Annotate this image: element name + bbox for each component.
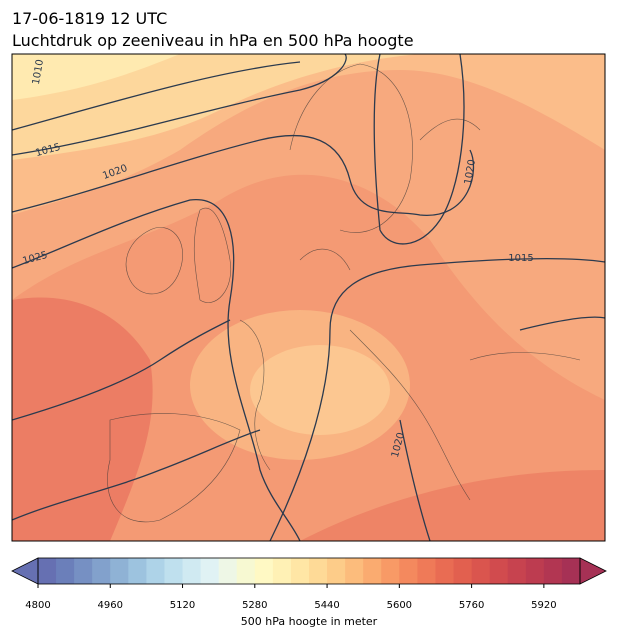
colorbar: 4800 4960 5120 5280 5440 5600 5760 5920: [11, 557, 607, 611]
map-frame: [11, 53, 606, 542]
colorbar-tick-label: 5440: [314, 600, 339, 611]
colorbar-segment: [435, 558, 455, 584]
colorbar-tick-label: 5280: [242, 600, 267, 611]
isobar: [12, 54, 347, 156]
colorbar-tick-label: 5760: [459, 600, 484, 611]
colorbar-segment: [417, 558, 436, 584]
colorbar-tick-label: 5920: [531, 600, 556, 611]
colorbar-segment: [56, 558, 75, 584]
colorbar-segment: [507, 558, 527, 584]
isobar: [399, 419, 431, 541]
colorbar-tick-label: 4960: [98, 600, 123, 611]
colorbar-segment: [471, 558, 491, 584]
isobar: [373, 54, 465, 245]
coastline: [107, 63, 581, 523]
isobar: [12, 134, 475, 216]
colorbar-segment: [92, 558, 111, 584]
isobar: [12, 61, 301, 131]
isobar: [12, 199, 301, 541]
colorbar-segment: [345, 558, 364, 584]
map: [12, 54, 605, 541]
colorbar-segment: [146, 558, 165, 584]
colorbar-segment: [327, 558, 346, 584]
colorbar-segment: [561, 558, 581, 584]
isobar-label: 1010: [31, 59, 46, 86]
isobar: [12, 429, 261, 521]
colorbar-segment: [200, 558, 220, 584]
map-title: Luchtdruk op zeeniveau in hPa en 500 hPa…: [12, 31, 414, 50]
colorbar-segment: [272, 558, 292, 584]
height-field: [12, 297, 153, 541]
colorbar-segment: [363, 558, 382, 584]
isobar: [269, 257, 605, 541]
height-field: [12, 54, 420, 160]
colorbar-segment: [381, 558, 400, 584]
height-field: [300, 470, 605, 541]
colorbar-segment: [182, 558, 202, 584]
colorbar-segment: [110, 558, 129, 584]
colorbar-segment: [128, 558, 147, 584]
colorbar-frame: [37, 557, 581, 585]
colorbar-tick-label: 5120: [170, 600, 195, 611]
colorbar-extend-low: [11, 557, 39, 585]
colorbar-segment: [218, 558, 238, 584]
colorbar-segment: [399, 558, 418, 584]
isobar: [519, 316, 605, 331]
colorbar-segment: [489, 558, 509, 584]
colorbar-segment: [38, 558, 57, 584]
colorbar-segment: [164, 558, 184, 584]
colorbar-label: 500 hPa hoogte in meter: [241, 615, 378, 628]
colorbar-segment: [525, 558, 545, 584]
colorbar-segment: [453, 558, 473, 584]
colorbar-segment: [290, 558, 310, 584]
isobar: [12, 319, 231, 421]
height-field: [12, 54, 180, 100]
colorbar-segment: [309, 558, 328, 584]
isobar-label: 1020: [463, 159, 478, 186]
colorbar-tick-label: 5600: [387, 600, 412, 611]
colorbar-tick-label: 4800: [25, 600, 50, 611]
height-field: [250, 345, 390, 435]
colorbar-extend-high: [579, 557, 607, 585]
date: 17-06-1819 12 UTC: [12, 9, 167, 28]
colorbar-segment: [543, 558, 563, 584]
colorbar-segment: [236, 558, 256, 584]
colorbar-segment: [74, 558, 93, 584]
colorbar-segment: [254, 558, 274, 584]
isobar-label: 1015: [508, 253, 533, 264]
